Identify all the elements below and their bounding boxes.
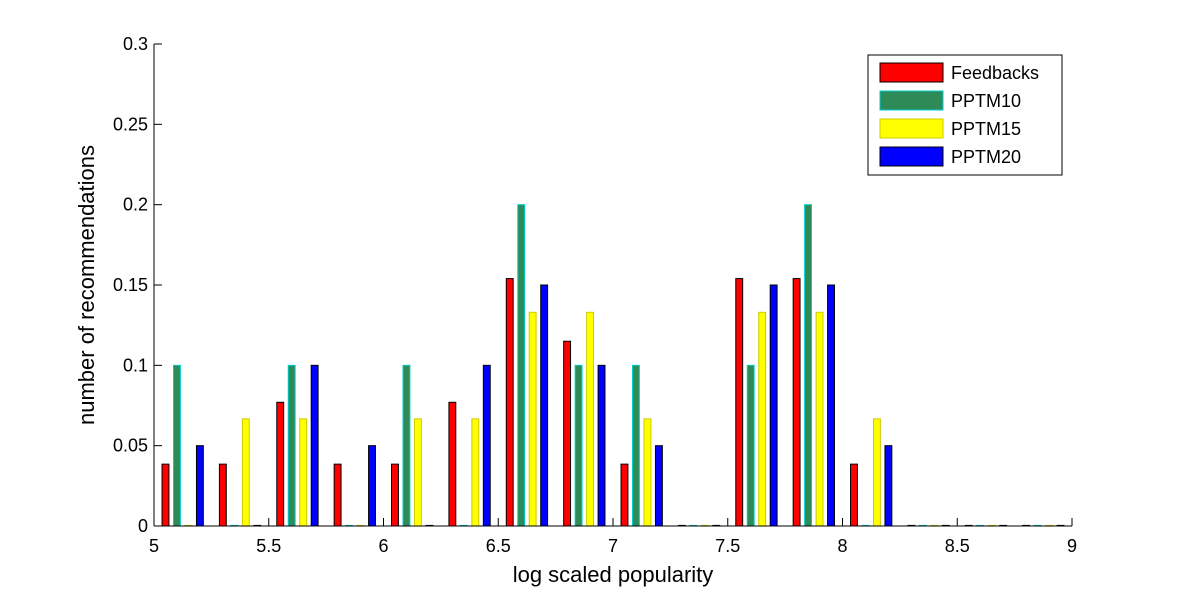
bar-pptm10-2: [287, 364, 296, 527]
legend-swatch-pptm15: [879, 118, 944, 139]
bar-pptm10-4: [402, 364, 411, 527]
y-tick-label: 0.2: [123, 195, 148, 215]
bar-pptm20-12: [884, 445, 893, 527]
bar-pptm10-8: [632, 364, 640, 527]
x-tick-label: 8.5: [945, 536, 970, 556]
bar-pptm15-2: [299, 418, 308, 527]
y-tick-label: 0: [138, 516, 148, 536]
x-tick-label: 7: [608, 536, 618, 556]
bar-pptm15-7: [586, 311, 594, 527]
bar-feedbacks-2: [276, 401, 285, 527]
bar-pptm20-11: [827, 284, 835, 527]
y-tick-label: 0.15: [113, 275, 148, 295]
y-tick-label: 0.25: [113, 114, 148, 134]
y-tick-label: 0.1: [123, 355, 148, 375]
bar-pptm20-5: [482, 364, 491, 527]
bar-feedbacks-1: [218, 463, 227, 527]
x-tick-label: 9: [1067, 536, 1077, 556]
bar-pptm10-11: [804, 204, 813, 527]
bar-pptm20-6: [540, 284, 549, 527]
x-tick-label: 6.5: [486, 536, 511, 556]
x-tick-label: 8: [837, 536, 847, 556]
bar-feedbacks-8: [620, 463, 629, 527]
bar-pptm15-1: [241, 418, 250, 527]
bar-feedbacks-0: [161, 463, 170, 527]
legend-swatch-feedbacks: [879, 62, 944, 83]
bar-pptm15-11: [815, 311, 824, 527]
bar-feedbacks-7: [563, 340, 572, 527]
legend-swatch-pptm10: [879, 90, 944, 111]
x-tick-label: 6: [378, 536, 388, 556]
bar-pptm20-8: [654, 445, 663, 527]
legend-swatch-pptm20: [879, 146, 944, 167]
y-tick-label: 0.3: [123, 34, 148, 54]
y-tick-label: 0.05: [113, 436, 148, 456]
legend-label-feedbacks: Feedbacks: [951, 63, 1039, 83]
legend-label-pptm10: PPTM10: [951, 91, 1021, 111]
x-tick-label: 5.5: [256, 536, 281, 556]
legend-label-pptm15: PPTM15: [951, 119, 1021, 139]
bar-feedbacks-3: [333, 463, 342, 527]
bar-feedbacks-11: [792, 278, 801, 527]
bar-feedbacks-4: [391, 463, 399, 527]
bar-pptm20-7: [597, 364, 606, 527]
axes-layer: 5 5.5 6 6.5 7 7.5 8 8.5 9 0 0.05 0.1 0.15 0.2 0.25 0.3: [113, 34, 1077, 556]
bar-pptm15-10: [758, 311, 767, 527]
bar-feedbacks-12: [850, 463, 858, 527]
y-axis-title: number of recommendations: [74, 145, 99, 425]
bar-pptm10-0: [173, 364, 181, 527]
bar-pptm10-10: [746, 364, 755, 527]
bar-feedbacks-6: [505, 278, 514, 527]
bar-pptm15-12: [872, 418, 881, 527]
bar-pptm20-0: [195, 445, 204, 527]
x-axis-title: log scaled popularity: [513, 562, 714, 587]
bar-pptm20-10: [769, 284, 778, 527]
bar-pptm15-5: [471, 418, 480, 527]
bar-pptm15-6: [528, 311, 537, 527]
x-tick-label: 5: [149, 536, 159, 556]
legend-label-pptm20: PPTM20: [951, 147, 1021, 167]
x-tick-label: 7.5: [715, 536, 740, 556]
bar-feedbacks-10: [735, 278, 744, 527]
legend: Feedbacks PPTM10 PPTM15 PPTM20: [867, 54, 1063, 176]
bar-pptm20-3: [368, 445, 376, 527]
bar-pptm20-2: [310, 364, 319, 527]
bar-pptm10-7: [574, 364, 583, 527]
bar-feedbacks-5: [448, 401, 457, 527]
bar-pptm15-8: [643, 418, 652, 527]
bar-pptm10-6: [517, 204, 526, 527]
bar-pptm15-4: [413, 418, 422, 527]
